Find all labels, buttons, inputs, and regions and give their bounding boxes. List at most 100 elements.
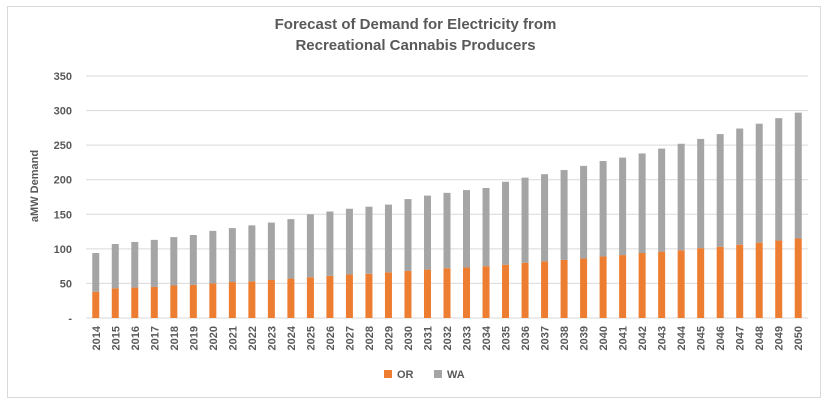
bar-wa-2035 [502, 181, 510, 265]
bar-or-2037 [541, 261, 549, 318]
bar-wa-2047 [736, 128, 744, 245]
bar-wa-2045 [697, 138, 705, 249]
bar-wa-2034 [482, 188, 490, 267]
x-tick-label: 2016 [130, 326, 142, 350]
y-tick-label: 250 [54, 140, 72, 152]
x-tick-label: 2022 [247, 326, 259, 350]
bar-wa-2028 [365, 206, 373, 274]
x-tick-label: 2027 [344, 326, 356, 350]
x-tick-label: 2041 [618, 326, 630, 350]
bar-wa-2030 [404, 199, 412, 271]
bar-wa-2014 [92, 253, 100, 292]
x-tick-label: 2045 [696, 326, 708, 350]
bar-wa-2023 [267, 222, 275, 280]
bar-or-2036 [521, 262, 529, 318]
x-tick-label: 2032 [442, 326, 454, 350]
bar-wa-2016 [131, 241, 139, 288]
x-tick-label: 2038 [559, 326, 571, 350]
x-tick-label: 2014 [91, 325, 103, 350]
bar-or-2034 [482, 266, 490, 318]
x-tick-label: 2029 [383, 326, 395, 350]
bar-wa-2025 [306, 214, 314, 278]
bar-or-2043 [658, 251, 666, 318]
x-tick-label: 2034 [481, 325, 493, 350]
bar-wa-2036 [521, 177, 529, 263]
bar-or-2049 [775, 240, 783, 318]
bar-or-2050 [794, 238, 802, 318]
bar-wa-2029 [384, 204, 392, 273]
x-tick-label: 2046 [715, 326, 727, 350]
bar-or-2042 [638, 253, 646, 318]
y-tick-label: 200 [54, 175, 72, 187]
x-tick-label: 2015 [110, 326, 122, 350]
x-tick-label: 2035 [501, 326, 513, 350]
x-tick-label: 2018 [169, 326, 181, 350]
bar-or-2022 [248, 281, 256, 318]
chart-frame [7, 6, 821, 398]
bar-wa-2038 [560, 170, 568, 260]
bar-or-2028 [365, 273, 373, 318]
x-tick-label: 2024 [286, 325, 298, 350]
bar-wa-2039 [580, 165, 588, 259]
x-tick-label: 2047 [735, 326, 747, 350]
bars [92, 112, 802, 318]
x-tick-label: 2040 [598, 326, 610, 350]
y-tick-label: 100 [54, 244, 72, 256]
bar-or-2019 [189, 284, 197, 318]
y-axis-label: aMW Demand [29, 150, 41, 222]
bar-wa-2027 [345, 208, 353, 275]
bar-or-2020 [209, 283, 217, 318]
bar-or-2035 [502, 264, 510, 318]
bar-wa-2041 [619, 157, 627, 256]
x-tick-label: 2028 [364, 326, 376, 350]
x-tick-label: 2037 [540, 326, 552, 350]
chart-title: Forecast of Demand for Electricity from … [0, 14, 831, 56]
bar-or-2031 [423, 269, 431, 318]
bar-or-2045 [697, 248, 705, 318]
x-tick-label: 2030 [403, 326, 415, 350]
bar-or-2023 [267, 279, 275, 318]
y-tick-label: 350 [54, 71, 72, 83]
bar-or-2047 [736, 244, 744, 318]
x-tick-label: 2049 [774, 326, 786, 350]
bar-wa-2037 [541, 174, 549, 262]
bar-or-2014 [92, 291, 100, 318]
bar-wa-2050 [794, 112, 802, 239]
legend-label-wa: WA [447, 369, 465, 381]
x-axis-ticks: 2014 2015 2016 2017 2018 2019 2020 2021 2022 2023… [91, 325, 805, 350]
x-tick-label: 2021 [227, 326, 239, 350]
bar-wa-2018 [170, 237, 178, 286]
chart-title-line-2: Recreational Cannabis Producers [295, 37, 536, 54]
bar-wa-2049 [775, 118, 783, 241]
legend: OR WA [384, 369, 465, 381]
x-tick-label: 2023 [266, 326, 278, 350]
bar-wa-2024 [287, 219, 295, 279]
bar-or-2032 [443, 268, 451, 318]
bar-wa-2048 [755, 123, 763, 243]
bar-or-2016 [131, 287, 139, 318]
x-tick-label: 2048 [754, 326, 766, 350]
bar-or-2018 [170, 285, 178, 318]
legend-swatch-wa [434, 370, 442, 378]
bar-wa-2022 [248, 225, 256, 282]
x-tick-label: 2031 [422, 326, 434, 350]
bar-or-2044 [677, 250, 685, 318]
chart-title-line-1: Forecast of Demand for Electricity from [274, 16, 557, 33]
bar-or-2033 [463, 267, 471, 318]
bar-wa-2043 [658, 148, 666, 252]
legend-swatch-or [384, 370, 392, 378]
x-tick-label: 2050 [793, 326, 805, 350]
x-tick-label: 2017 [149, 326, 161, 350]
x-tick-label: 2025 [305, 326, 317, 350]
bar-wa-2046 [716, 134, 724, 247]
bar-wa-2021 [228, 228, 236, 283]
bar-or-2039 [580, 258, 588, 318]
bar-wa-2032 [443, 192, 451, 269]
bar-or-2025 [306, 277, 314, 318]
bar-or-2024 [287, 278, 295, 318]
x-tick-label: 2020 [208, 326, 220, 350]
bar-wa-2017 [150, 239, 158, 287]
bar-wa-2020 [209, 230, 217, 284]
y-tick-label: 50 [60, 278, 72, 290]
